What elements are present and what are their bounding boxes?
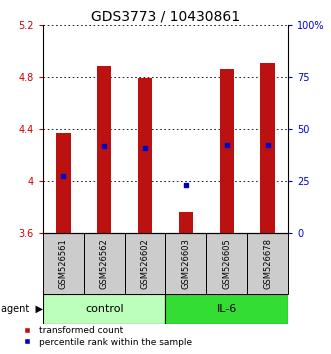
Bar	[43, 233, 84, 294]
Text: GSM526605: GSM526605	[222, 238, 231, 289]
Bar	[179, 212, 193, 233]
Bar	[97, 67, 112, 233]
Bar	[138, 78, 152, 233]
Legend: transformed count, percentile rank within the sample: transformed count, percentile rank withi…	[18, 326, 192, 347]
Text: GSM526561: GSM526561	[59, 238, 68, 289]
Bar	[247, 233, 288, 294]
Bar	[56, 133, 71, 233]
Bar	[166, 294, 288, 324]
Text: GSM526602: GSM526602	[141, 238, 150, 289]
Bar	[84, 233, 125, 294]
Title: GDS3773 / 10430861: GDS3773 / 10430861	[91, 10, 240, 24]
Text: IL-6: IL-6	[216, 304, 237, 314]
Bar	[43, 294, 166, 324]
Text: control: control	[85, 304, 123, 314]
Text: GSM526603: GSM526603	[181, 238, 190, 289]
Bar	[260, 63, 275, 233]
Text: GSM526562: GSM526562	[100, 238, 109, 289]
Text: agent  ▶: agent ▶	[1, 304, 43, 314]
Bar	[125, 233, 166, 294]
Bar	[206, 233, 247, 294]
Bar	[219, 69, 234, 233]
Text: GSM526678: GSM526678	[263, 238, 272, 289]
Bar	[166, 233, 206, 294]
